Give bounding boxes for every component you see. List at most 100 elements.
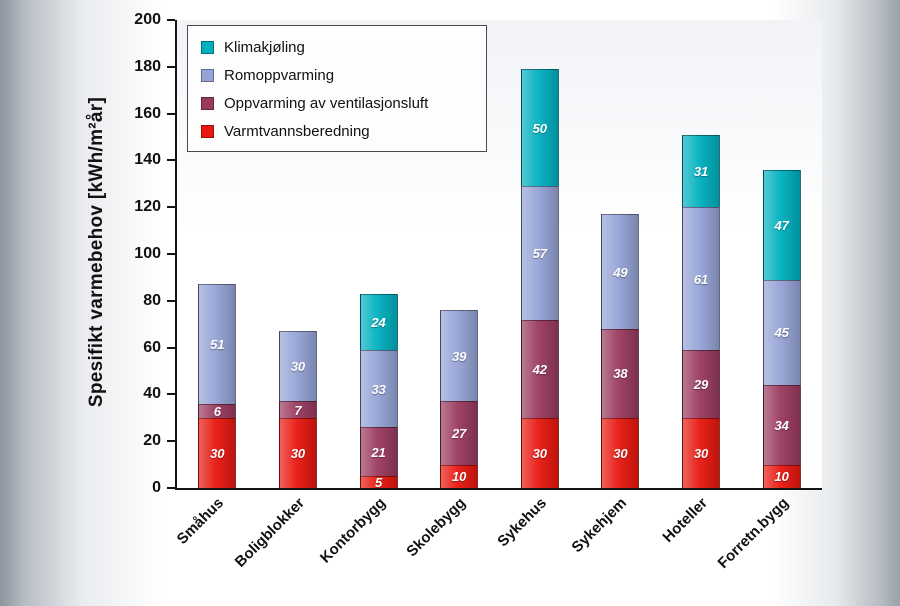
legend-item-varmtvannsberedning: Varmtvannsberedning (201, 123, 474, 140)
segment-oppvarming-av-ventilasjonsluft: 7 (278, 401, 317, 418)
segment-romoppvarming: 33 (359, 349, 398, 428)
segment-value-label: 30 (290, 445, 306, 461)
segment-value-label: 57 (532, 245, 548, 261)
segment-value-label: 30 (290, 359, 306, 375)
segment-value-label: 10 (774, 469, 789, 485)
y-tick-mark (167, 346, 175, 349)
segment-klimakjoling: 47 (762, 169, 801, 280)
segment-varmtvannsberedning: 30 (682, 417, 721, 488)
y-tick-label: 200 (134, 11, 161, 28)
y-tick-mark (167, 487, 175, 489)
segment-value-label: 33 (371, 381, 386, 397)
segment-value-label: 24 (371, 314, 386, 330)
segment-value-label: 47 (774, 217, 789, 233)
segment-value-label: 30 (693, 445, 709, 461)
bar-smahus: 30 6 51 (198, 284, 237, 488)
bar-sykehus: 30 42 57 50 (520, 69, 559, 488)
segment-value-label: 30 (210, 445, 225, 461)
segment-oppvarming-av-ventilasjonsluft: 38 (601, 328, 640, 418)
y-tick-label: 0 (152, 479, 161, 496)
y-tick-mark (167, 65, 175, 68)
legend-swatch-varmtvannsberedning-icon (201, 125, 214, 138)
y-tick-mark (167, 299, 175, 302)
segment-romoppvarming: 57 (520, 186, 559, 320)
legend-item-klimakjoling: Klimakjøling (201, 39, 474, 56)
legend-item-romoppvarming: Romoppvarming (201, 67, 474, 84)
bar-forretn-bygg: 10 34 45 47 (762, 169, 801, 488)
bar-sykehjem: 30 38 49 (601, 214, 640, 488)
bar-hoteller: 30 29 61 31 (682, 134, 721, 488)
y-tick-label: 100 (134, 245, 161, 262)
segment-value-label: 31 (693, 163, 709, 179)
segment-varmtvannsberedning: 30 (198, 417, 237, 488)
segment-value-label: 7 (294, 402, 302, 418)
segment-romoppvarming: 51 (198, 284, 237, 404)
y-tick-label: 180 (134, 57, 161, 75)
segment-varmtvannsberedning: 30 (278, 417, 317, 488)
legend-label-klimakjoling: Klimakjøling (224, 39, 305, 56)
y-tick-mark (167, 112, 175, 115)
segment-value-label: 50 (532, 120, 548, 136)
segment-value-label: 27 (451, 426, 467, 442)
y-tick-mark (167, 253, 175, 255)
legend-swatch-oppvarming-av-ventilasjonsluft-icon (201, 97, 214, 110)
y-tick-label: 80 (143, 291, 161, 309)
segment-oppvarming-av-ventilasjonsluft: 34 (762, 385, 801, 465)
segment-value-label: 30 (613, 445, 628, 461)
segment-varmtvannsberedning: 10 (440, 464, 479, 488)
y-tick-label: 20 (143, 432, 161, 450)
segment-value-label: 49 (613, 264, 628, 280)
y-tick-mark (167, 440, 175, 443)
segment-klimakjoling: 31 (682, 134, 721, 208)
bar-kontorbygg: 5 21 33 24 (359, 293, 398, 491)
bar-boligblokker: 30 7 30 (278, 331, 317, 488)
y-tick-mark (167, 393, 175, 396)
legend-label-romoppvarming: Romoppvarming (224, 67, 335, 84)
segment-oppvarming-av-ventilasjonsluft: 29 (682, 349, 721, 418)
segment-value-label: 45 (774, 325, 789, 341)
legend-label-varmtvannsberedning: Varmtvannsberedning (224, 123, 370, 140)
y-tick-mark (167, 19, 175, 21)
segment-romoppvarming: 49 (601, 214, 640, 329)
segment-value-label: 30 (532, 445, 548, 461)
segment-value-label: 34 (774, 417, 789, 433)
segment-romoppvarming: 39 (440, 310, 479, 402)
y-tick-mark (167, 159, 175, 162)
segment-oppvarming-av-ventilasjonsluft: 42 (520, 319, 559, 418)
y-tick-label: 60 (143, 338, 161, 356)
segment-value-label: 51 (210, 337, 225, 353)
segment-value-label: 10 (451, 469, 467, 485)
segment-romoppvarming: 30 (278, 331, 317, 402)
y-tick-mark (167, 206, 175, 209)
bar-skolebygg: 10 27 39 (440, 310, 479, 488)
segment-oppvarming-av-ventilasjonsluft: 21 (359, 427, 398, 477)
legend-swatch-romoppvarming-icon (201, 69, 214, 82)
segment-klimakjoling: 24 (359, 293, 398, 350)
segment-varmtvannsberedning: 5 (359, 475, 398, 491)
segment-value-label: 42 (532, 361, 548, 377)
segment-varmtvannsberedning: 30 (520, 417, 559, 488)
segment-romoppvarming: 61 (682, 207, 721, 350)
legend-swatch-klimakjoling-icon (201, 41, 214, 54)
segment-klimakjoling: 50 (520, 69, 559, 187)
legend-label-oppvarming-av-ventilasjonsluft: Oppvarming av ventilasjonsluft (224, 95, 429, 112)
segment-value-label: 39 (451, 348, 467, 364)
plot-area: Klimakjøling Romoppvarming Oppvarming av v… (175, 20, 822, 490)
segment-value-label: 21 (371, 444, 386, 460)
segment-value-label: 38 (613, 366, 628, 382)
y-tick-label: 40 (143, 385, 161, 403)
segment-oppvarming-av-ventilasjonsluft: 27 (440, 401, 479, 465)
segment-romoppvarming: 45 (762, 279, 801, 386)
legend-item-oppvarming-av-ventilasjonsluft: Oppvarming av ventilasjonsluft (201, 95, 474, 112)
segment-value-label: 5 (374, 475, 383, 491)
segment-varmtvannsberedning: 30 (601, 417, 640, 488)
y-tick-label: 140 (134, 151, 161, 169)
segment-oppvarming-av-ventilasjonsluft: 6 (198, 403, 237, 419)
y-tick-label: 120 (134, 198, 161, 216)
segment-varmtvannsberedning: 10 (762, 464, 801, 488)
segment-value-label: 6 (213, 403, 221, 419)
segment-value-label: 29 (693, 376, 709, 392)
y-tick-label: 160 (134, 104, 161, 122)
segment-value-label: 61 (693, 271, 709, 287)
